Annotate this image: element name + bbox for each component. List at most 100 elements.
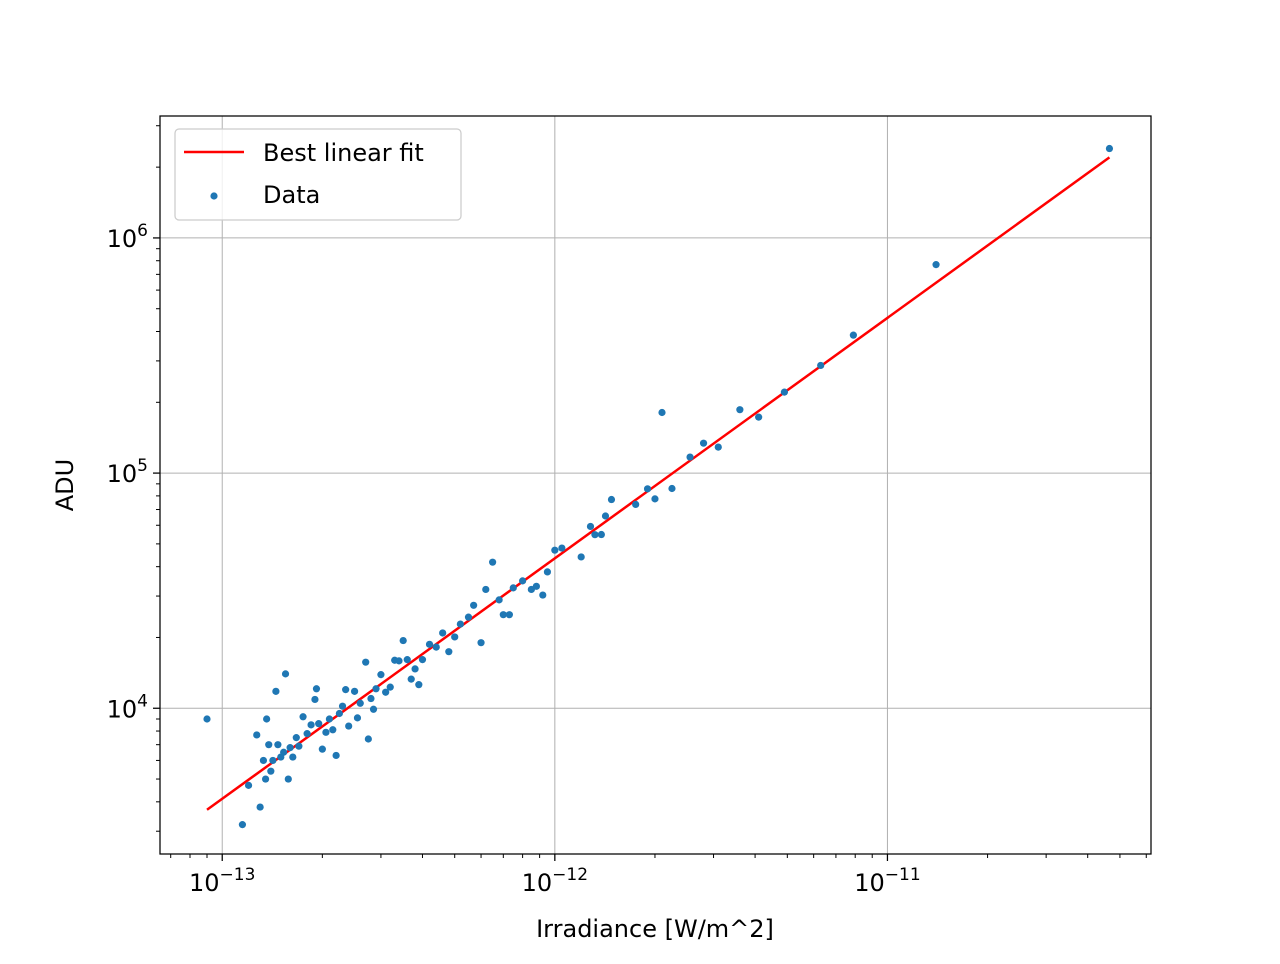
- data-point: [342, 686, 350, 694]
- data-point: [272, 687, 280, 695]
- y-tick-label: 105: [107, 456, 148, 488]
- data-point: [489, 558, 497, 566]
- data-point: [415, 681, 423, 689]
- data-point: [558, 544, 566, 552]
- data-point: [203, 715, 211, 723]
- axis-tick-labels: 10−13 10−12 10−11 104 105 106: [107, 221, 921, 897]
- legend-box: [174, 128, 462, 221]
- x-tick-label: 10−13: [189, 865, 255, 897]
- data-point: [632, 500, 640, 508]
- data-point: [261, 775, 270, 783]
- data-point: [318, 745, 326, 753]
- data-point: [714, 443, 722, 451]
- data-point: [407, 675, 415, 683]
- data-point: [303, 730, 311, 738]
- data-point: [686, 453, 694, 461]
- data-point: [505, 611, 513, 619]
- data-point: [284, 775, 292, 783]
- data-point: [312, 685, 321, 693]
- legend-label-fit: Best linear fit: [263, 139, 424, 167]
- data-point: [364, 735, 372, 743]
- data-point: [315, 720, 323, 728]
- data-points-layer: [203, 144, 1114, 829]
- axis-ticks: [153, 125, 1147, 861]
- data-point: [280, 748, 288, 756]
- data-point: [651, 495, 659, 503]
- data-point: [418, 656, 427, 664]
- data-point: [736, 406, 744, 414]
- data-point: [451, 633, 459, 641]
- data-point: [329, 726, 337, 734]
- data-point: [1105, 144, 1114, 153]
- data-point: [607, 495, 616, 504]
- data-point: [281, 670, 290, 678]
- data-point: [780, 388, 789, 396]
- data-point: [325, 715, 333, 723]
- data-point: [362, 658, 370, 666]
- data-point: [539, 591, 547, 599]
- plot-frame: [159, 115, 1152, 855]
- data-point: [597, 530, 605, 539]
- data-point: [395, 657, 403, 665]
- data-point: [482, 585, 490, 594]
- data-point: [367, 694, 375, 703]
- data-point: [509, 584, 517, 592]
- data-point: [350, 687, 359, 695]
- data-point: [377, 671, 385, 679]
- data-point: [372, 685, 380, 693]
- y-tick-label: 104: [107, 691, 148, 723]
- data-point: [439, 629, 447, 637]
- data-point: [932, 261, 940, 269]
- data-point: [425, 640, 434, 648]
- data-point: [399, 636, 407, 645]
- data-point: [499, 611, 507, 619]
- data-point: [369, 705, 378, 713]
- data-point: [432, 643, 440, 651]
- data-point: [411, 665, 419, 673]
- data-point: [543, 568, 552, 576]
- data-point: [269, 756, 277, 765]
- data-point: [256, 803, 264, 811]
- data-point: [464, 613, 473, 621]
- data-point: [322, 728, 330, 736]
- x-tick-label: 10−12: [522, 865, 588, 897]
- data-point: [263, 715, 271, 723]
- y-axis-label: ADU: [51, 459, 79, 511]
- data-point: [586, 522, 595, 531]
- legend: Best linear fit Data: [174, 128, 462, 221]
- data-point: [356, 699, 364, 707]
- x-axis-label: Irradiance [W/m^2]: [536, 915, 774, 943]
- data-point: [332, 751, 340, 760]
- data-point: [345, 722, 353, 730]
- x-tick-label: 10−11: [854, 865, 920, 897]
- data-point: [265, 741, 273, 749]
- data-point: [259, 756, 268, 765]
- data-point: [353, 714, 362, 722]
- data-point: [307, 721, 315, 729]
- data-point: [470, 601, 478, 609]
- data-point: [382, 688, 390, 696]
- data-point: [267, 767, 275, 775]
- y-tick-label: 106: [107, 221, 148, 253]
- data-point: [299, 713, 307, 721]
- data-point: [286, 744, 294, 752]
- data-point: [244, 781, 253, 789]
- data-point: [591, 531, 599, 539]
- legend-label-data: Data: [263, 181, 320, 209]
- data-point: [295, 742, 303, 750]
- grid-lines: [160, 116, 1151, 854]
- data-point: [338, 702, 347, 710]
- data-point: [292, 734, 300, 742]
- data-point: [658, 408, 666, 417]
- data-point: [668, 484, 676, 493]
- data-point: [755, 413, 763, 421]
- legend-data-marker: [210, 192, 218, 200]
- data-point: [311, 695, 319, 704]
- data-point: [456, 620, 464, 628]
- data-point: [601, 512, 610, 520]
- data-point: [238, 821, 247, 829]
- data-point: [495, 596, 503, 604]
- data-point: [817, 361, 825, 370]
